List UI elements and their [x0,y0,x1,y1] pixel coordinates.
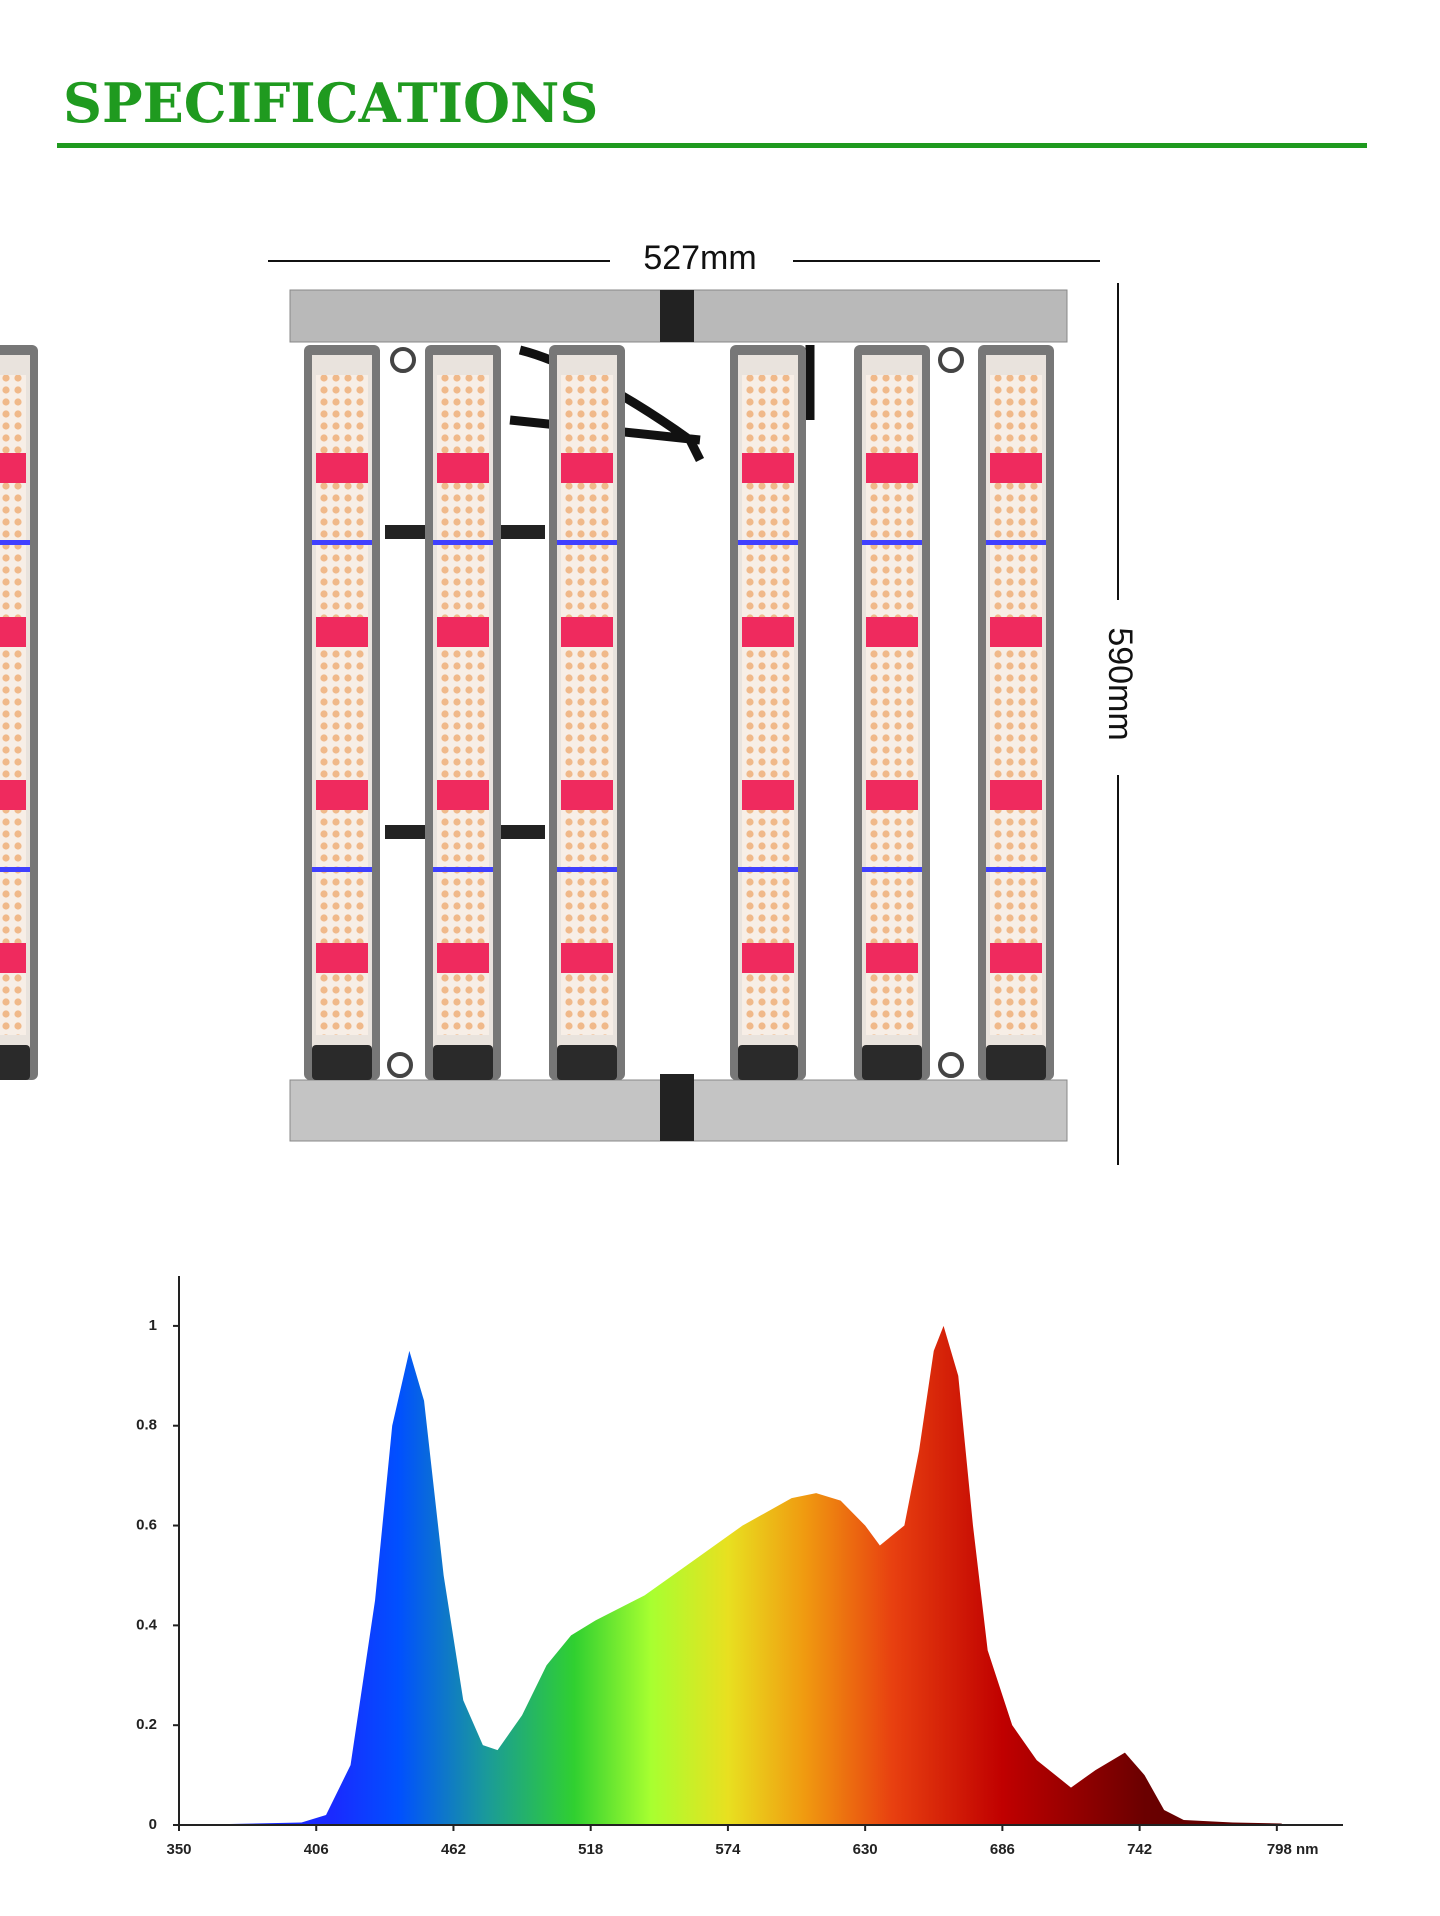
page-title: SPECIFICATIONS [63,71,598,135]
x-tick-label: 462 [441,1841,466,1858]
y-tick-label: 0.6 [136,1517,157,1534]
x-tick-label: 406 [304,1841,329,1858]
width-label: 527mm [643,239,756,277]
y-tick-label: 0.4 [136,1616,158,1633]
title-rule [57,143,1367,148]
x-tick-label: 630 [853,1841,878,1858]
spectrum-chart: 0 0.2 0.4 0.6 0.8 1 350 406 462 518 574 630 686 742 79… [136,1276,1343,1858]
height-label: 590mm [1101,627,1139,740]
y-tick-label: 1 [149,1317,157,1334]
x-tick-label: 350 [166,1841,191,1858]
x-tick-label: 742 [1127,1841,1152,1858]
y-tick-label: 0.2 [136,1716,157,1733]
x-tick-label: 574 [715,1841,741,1858]
x-tick-label: 686 [990,1841,1015,1858]
product-photo [0,289,1068,1142]
x-tick-label: 518 [578,1841,603,1858]
y-tick-label: 0 [149,1816,157,1833]
y-tick-label: 0.8 [136,1417,157,1434]
x-tick-label: 798 nm [1267,1841,1319,1858]
spectrum-area [179,1325,1282,1825]
